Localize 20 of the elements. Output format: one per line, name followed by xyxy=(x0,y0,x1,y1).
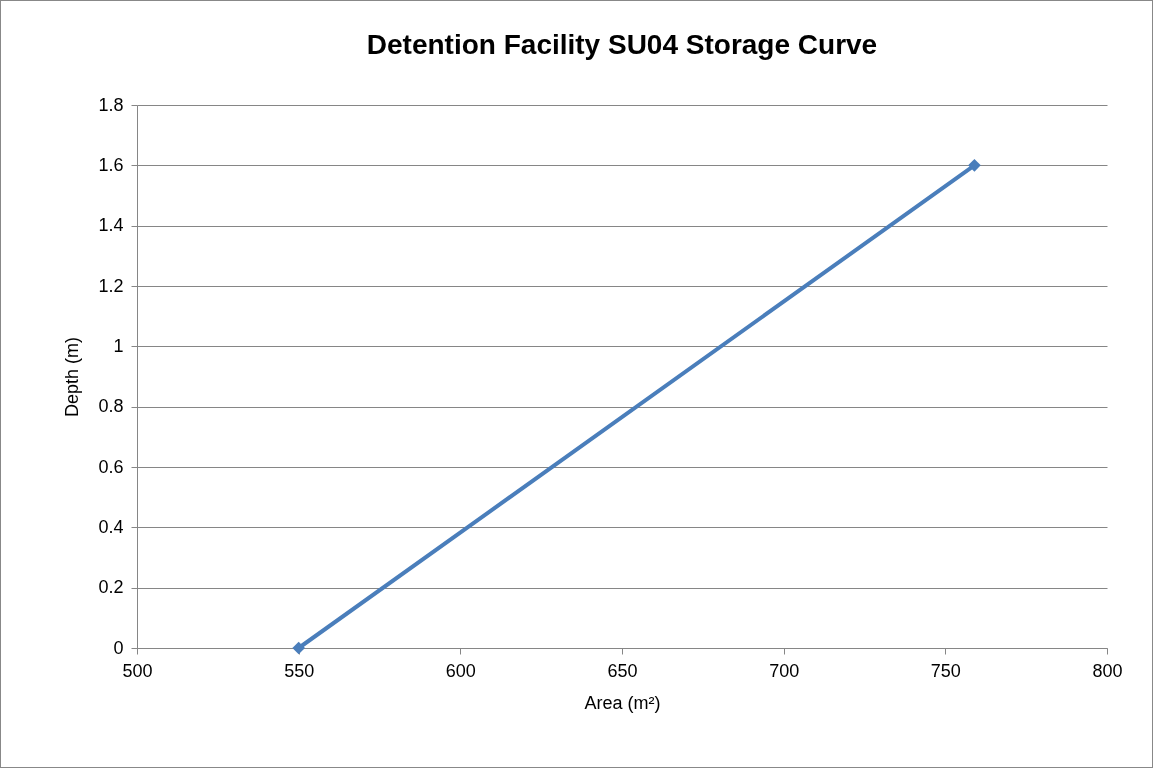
x-tick-label: 800 xyxy=(1092,660,1123,681)
x-tick-label: 750 xyxy=(930,660,961,681)
y-tick-label: 0 xyxy=(113,637,124,658)
y-tick-label: 0.4 xyxy=(98,516,124,537)
chart-title: Detention Facility SU04 Storage Curve xyxy=(366,29,878,60)
x-tick-label: 500 xyxy=(122,660,153,681)
y-tick-label: 1 xyxy=(113,335,124,356)
y-tick-label: 1.4 xyxy=(98,215,124,236)
y-tick-label: 1.6 xyxy=(98,154,124,175)
y-tick-label: 0.6 xyxy=(98,456,124,477)
x-tick-label: 700 xyxy=(769,660,800,681)
x-axis-title: Area (m²) xyxy=(584,692,661,713)
x-tick-label: 650 xyxy=(607,660,638,681)
x-tick-label: 550 xyxy=(284,660,315,681)
y-axis-title: Depth (m) xyxy=(62,336,83,418)
y-tick-label: 0.8 xyxy=(98,396,124,417)
x-tick-label: 600 xyxy=(445,660,476,681)
y-tick-label: 0.2 xyxy=(98,577,124,598)
y-tick-label: 1.2 xyxy=(98,275,124,296)
y-tick-label: 1.8 xyxy=(98,94,124,115)
